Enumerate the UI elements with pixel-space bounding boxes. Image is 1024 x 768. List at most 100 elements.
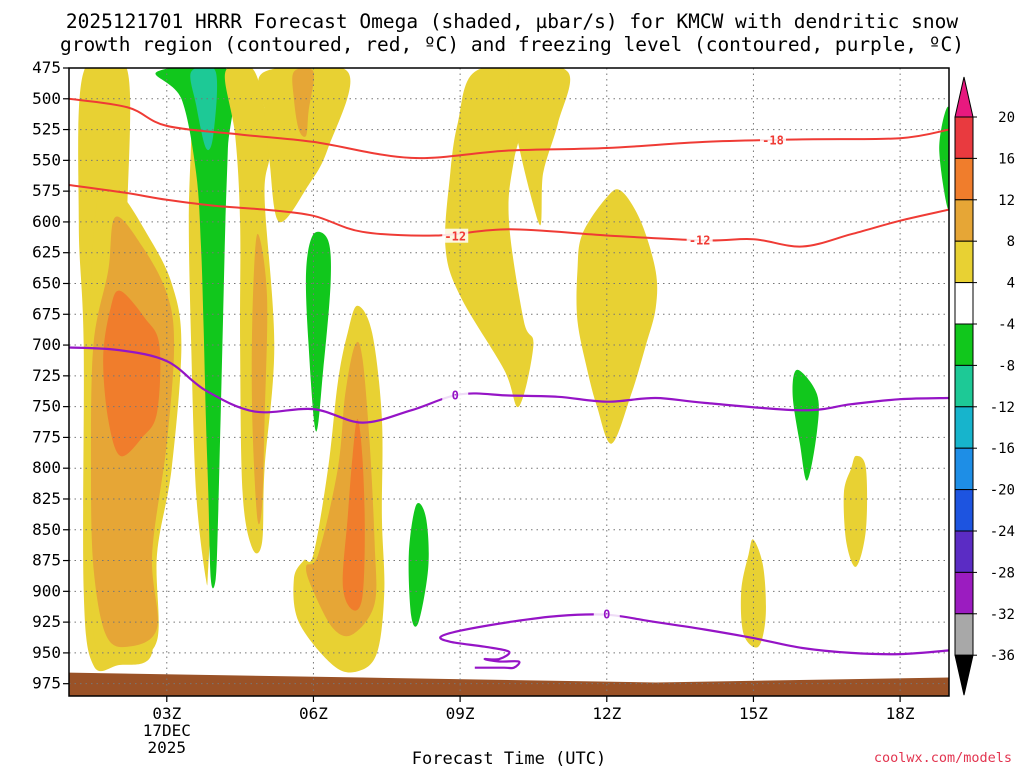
contour-label-minus12-b-bg — [686, 232, 713, 247]
y-tick-label: 625 — [32, 243, 61, 262]
y-tick-label: 900 — [32, 581, 61, 600]
freezing-level-contour-lower — [439, 613, 949, 670]
colorbar-swatch — [954, 240, 974, 284]
colorbar-label: 16 — [998, 151, 1015, 167]
omega-region-10 — [292, 68, 314, 137]
contour-label-zero-upper: 0 — [442, 387, 469, 403]
omega-shading — [78, 68, 949, 673]
colorbar-swatch — [954, 447, 974, 491]
x-tick-year: 2025 — [148, 738, 187, 757]
omega-region-21 — [740, 539, 766, 648]
y-tick-label: 725 — [32, 366, 61, 385]
y-tick-label: 975 — [32, 674, 61, 693]
y-tick-label: 525 — [32, 120, 61, 139]
colorbar-swatch — [954, 406, 974, 449]
y-tick-label: 550 — [32, 150, 61, 169]
contour-label-minus12-a-bg — [442, 228, 469, 243]
colorbar-swatch — [954, 489, 974, 532]
colorbar-swatch — [954, 571, 974, 615]
contour-label-zero-lower-text: 0 — [603, 608, 610, 622]
dgz-minus18-contour — [69, 97, 949, 160]
y-tick-label: 950 — [32, 643, 61, 662]
colorbar-label: -36 — [990, 648, 1015, 664]
omega-region-18 — [576, 189, 658, 444]
y-tick-label: 650 — [32, 273, 61, 292]
y-tick-label: 575 — [32, 181, 61, 200]
x-tick-label: 18Z — [886, 704, 915, 723]
contour-label-minus18: -18 — [760, 132, 786, 148]
omega-region-3 — [103, 290, 161, 457]
colorbar-swatch — [954, 116, 974, 159]
x-tick-label: 03Z — [152, 704, 181, 723]
contour-label-minus12-a-text: -12 — [444, 230, 466, 244]
colorbar-label: -12 — [990, 400, 1015, 416]
omega-region-16 — [445, 68, 535, 407]
y-tick-label: 775 — [32, 427, 61, 446]
colorbar-label: 12 — [998, 193, 1015, 209]
freezing-level-contour-upper — [69, 346, 949, 424]
colorbar-label: -16 — [990, 441, 1015, 457]
contour-label-zero-lower: 0 — [593, 606, 620, 622]
contour-label-minus18-text: -18 — [762, 134, 784, 148]
y-tick-label: 500 — [32, 89, 61, 108]
y-tick-label: 925 — [32, 612, 61, 631]
plot-area: -18 -12 -12 0 0 — [68, 67, 950, 697]
omega-region-22 — [939, 106, 949, 210]
y-tick-label: 700 — [32, 335, 61, 354]
y-axis-ticks: 475 500 525 550 575 600 625 650 675 700 725 750 775 8… — [32, 58, 69, 693]
y-tick-label: 750 — [32, 397, 61, 416]
colorbar-swatch — [954, 530, 974, 573]
contour-label-minus12-a: -12 — [442, 228, 469, 244]
contour-label-minus12-b: -12 — [686, 232, 713, 247]
x-tick-label: 09Z — [446, 704, 475, 723]
y-tick-label: 675 — [32, 304, 61, 323]
contour-lines: -18 -12 -12 0 0 — [69, 97, 949, 670]
omega-region-20 — [843, 455, 868, 567]
x-tick-label: 15Z — [739, 704, 768, 723]
y-tick-label: 850 — [32, 520, 61, 539]
y-tick-label: 825 — [32, 489, 61, 508]
colorbar-top-triangle — [954, 76, 974, 118]
colorbar-swatch — [954, 282, 974, 325]
colorbar-label: -28 — [990, 565, 1015, 581]
credit-text: coolwx.com/models — [874, 750, 1012, 766]
omega-region-17 — [508, 68, 571, 226]
omega-region-9 — [258, 68, 351, 222]
omega-region-6 — [190, 68, 218, 151]
colorbar-label: -8 — [998, 358, 1015, 374]
contour-label-minus18-bg — [760, 132, 786, 147]
colorbar-label: -32 — [990, 607, 1015, 623]
grid-lines — [69, 68, 949, 696]
colorbar-swatch — [954, 613, 974, 656]
y-tick-label: 875 — [32, 551, 61, 570]
contour-label-zero-upper-bg — [442, 387, 469, 402]
omega-region-14 — [342, 418, 365, 611]
colorbar-swatch — [954, 364, 974, 408]
omega-region-19 — [792, 369, 819, 481]
omega-region-8 — [251, 233, 268, 525]
contour-label-zero-upper-text: 0 — [452, 389, 459, 403]
x-tick-label: 06Z — [299, 704, 328, 723]
colorbar-swatch — [954, 199, 974, 242]
y-tick-label: 600 — [32, 212, 61, 231]
dgz-minus12-contour — [69, 184, 949, 248]
contour-label-zero-lower-bg — [593, 606, 620, 621]
ground-terrain — [69, 672, 949, 696]
colorbar-label: 4 — [1007, 276, 1015, 292]
plot-frame — [68, 67, 950, 697]
y-tick-label: 475 — [32, 58, 61, 77]
x-axis-label: Forecast Time (UTC) — [412, 749, 606, 768]
y-tick-label: 800 — [32, 458, 61, 477]
colorbar-label: -4 — [998, 317, 1015, 333]
colorbar: 20 16 12 8 4 -4 -8 -12 -16 -20 -24 -28 -32 -36 — [954, 76, 1015, 696]
x-tick-date: 17DEC — [143, 721, 191, 740]
colorbar-swatch — [954, 157, 974, 201]
colorbar-label: -24 — [990, 524, 1015, 540]
omega-region-15 — [408, 503, 429, 627]
chart-title-line1: 2025121701 HRRR Forecast Omega (shaded, … — [66, 10, 958, 33]
contour-label-minus12-b-text: -12 — [689, 233, 711, 247]
colorbar-label: -20 — [990, 483, 1015, 499]
omega-region-11 — [305, 231, 331, 432]
